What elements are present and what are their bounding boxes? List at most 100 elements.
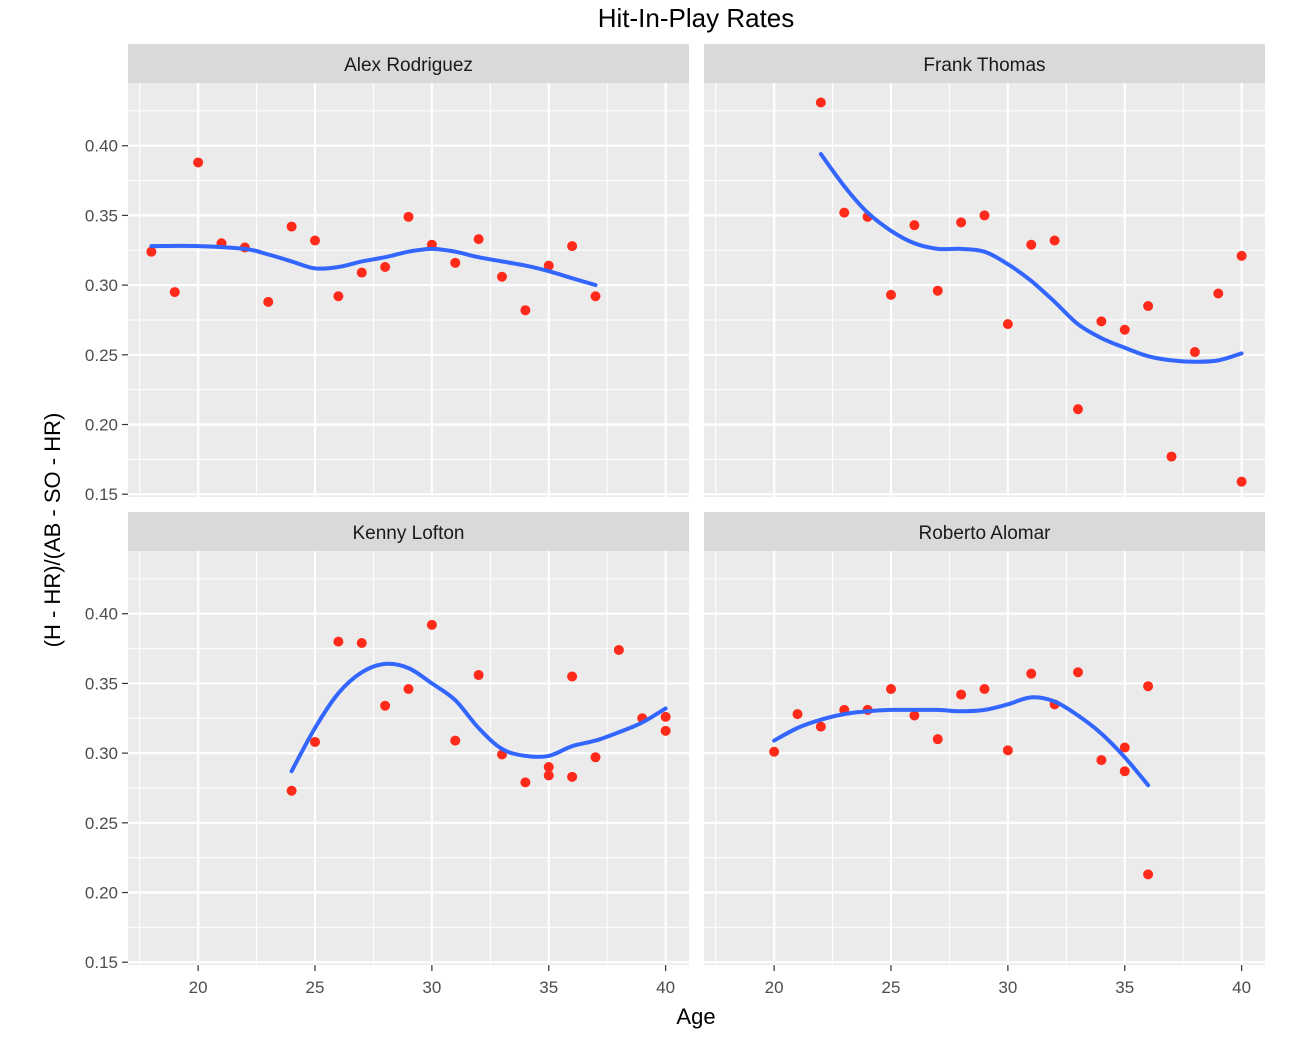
data-point [543,762,554,773]
data-point [193,157,204,168]
data-point [1166,451,1177,462]
data-point [1049,235,1060,246]
data-point [1236,476,1247,487]
data-point [590,291,601,302]
facet-label: Alex Rodriguez [344,55,473,76]
y-tick-label: 0.35 [85,206,118,225]
data-point [932,285,943,296]
y-tick-label: 0.40 [85,137,118,156]
x-tick-label: 20 [765,978,784,997]
data-point [169,287,180,298]
data-point [1096,316,1107,327]
data-point [263,296,274,307]
y-tick-label: 0.20 [85,416,118,435]
facet-panels: Alex Rodriguez 0.15 0.20 0.25 0.30 0.35 0.40 Fr… [85,44,1265,997]
data-point [310,235,320,246]
data-point [473,670,484,681]
facet-kenny-lofton: Kenny Lofton 0.15 0.20 0.25 0.30 0.35 0.40 20 25… [85,512,689,997]
data-point [403,211,414,222]
data-point [543,260,554,271]
data-point [815,97,826,108]
data-point [520,305,531,316]
data-point [1236,250,1247,261]
data-point [979,210,990,221]
data-point [567,671,578,682]
data-point [333,636,344,647]
data-point [1189,347,1200,358]
x-tick-label: 30 [422,978,441,997]
x-tick-label: 30 [998,978,1017,997]
data-point [1026,239,1037,250]
y-tick-label: 0.25 [85,346,118,365]
data-point [1119,742,1130,753]
x-tick-label: 40 [1232,978,1251,997]
y-tick-label: 0.20 [85,884,118,903]
data-point [497,271,507,282]
data-point [567,241,578,252]
data-point [956,689,967,700]
y-tick-label: 0.15 [85,485,118,504]
data-point [1143,869,1154,880]
data-point [792,709,803,720]
data-point [356,638,367,648]
y-tick-label: 0.40 [85,605,118,624]
data-point [1119,766,1130,777]
data-point [450,257,461,268]
data-point [909,710,920,721]
data-point [839,207,850,218]
data-point [286,221,297,232]
panel-background [704,83,1265,497]
data-point [543,770,554,781]
x-tick-label: 35 [539,978,558,997]
x-tick-label: 40 [656,978,675,997]
x-axis-title: Age [676,1004,715,1029]
data-point [1213,288,1224,299]
x-tick-label: 20 [189,978,208,997]
data-point [380,700,391,711]
facet-strip [128,44,689,83]
smooth-line [149,243,598,288]
smooth-line [772,695,1151,788]
data-point [1143,301,1154,312]
y-axis-title: (H - HR)/(AB - SO - HR) [40,413,65,648]
data-point [1026,668,1037,679]
y-tick-label: 0.15 [85,953,118,972]
data-point [815,721,826,732]
facet-label: Roberto Alomar [918,523,1051,544]
data-point [567,771,578,782]
y-tick-label: 0.25 [85,814,118,833]
data-point [590,752,601,763]
facet-alex-rodriguez: Alex Rodriguez 0.15 0.20 0.25 0.30 0.35 0.40 [85,44,689,504]
data-point [1096,755,1107,766]
data-point [380,262,391,272]
data-point [403,684,414,694]
x-tick-label: 35 [1115,978,1134,997]
x-tick-label: 25 [882,978,901,997]
data-point [660,711,671,722]
data-point [473,234,484,245]
data-point [1073,667,1083,678]
data-point [450,735,461,746]
data-point [660,725,671,736]
chart-title: Hit-In-Play Rates [598,3,795,33]
data-point [310,736,320,747]
facet-strip [128,512,689,551]
data-point [613,644,624,655]
x-tick-label: 25 [306,978,325,997]
facet-strip [704,44,1265,83]
data-point [909,220,920,231]
data-point [286,785,297,796]
data-point [426,619,437,630]
facet-label: Kenny Lofton [353,523,465,544]
y-tick-label: 0.30 [85,744,118,763]
facet-strip [704,512,1265,551]
data-point [1143,681,1154,692]
data-point [146,246,157,257]
data-point [356,267,367,278]
smooth-line [818,152,1244,364]
panel-background [704,551,1265,965]
data-point [769,746,780,757]
data-point [1119,324,1130,335]
facet-frank-thomas: Frank Thomas [704,44,1265,497]
